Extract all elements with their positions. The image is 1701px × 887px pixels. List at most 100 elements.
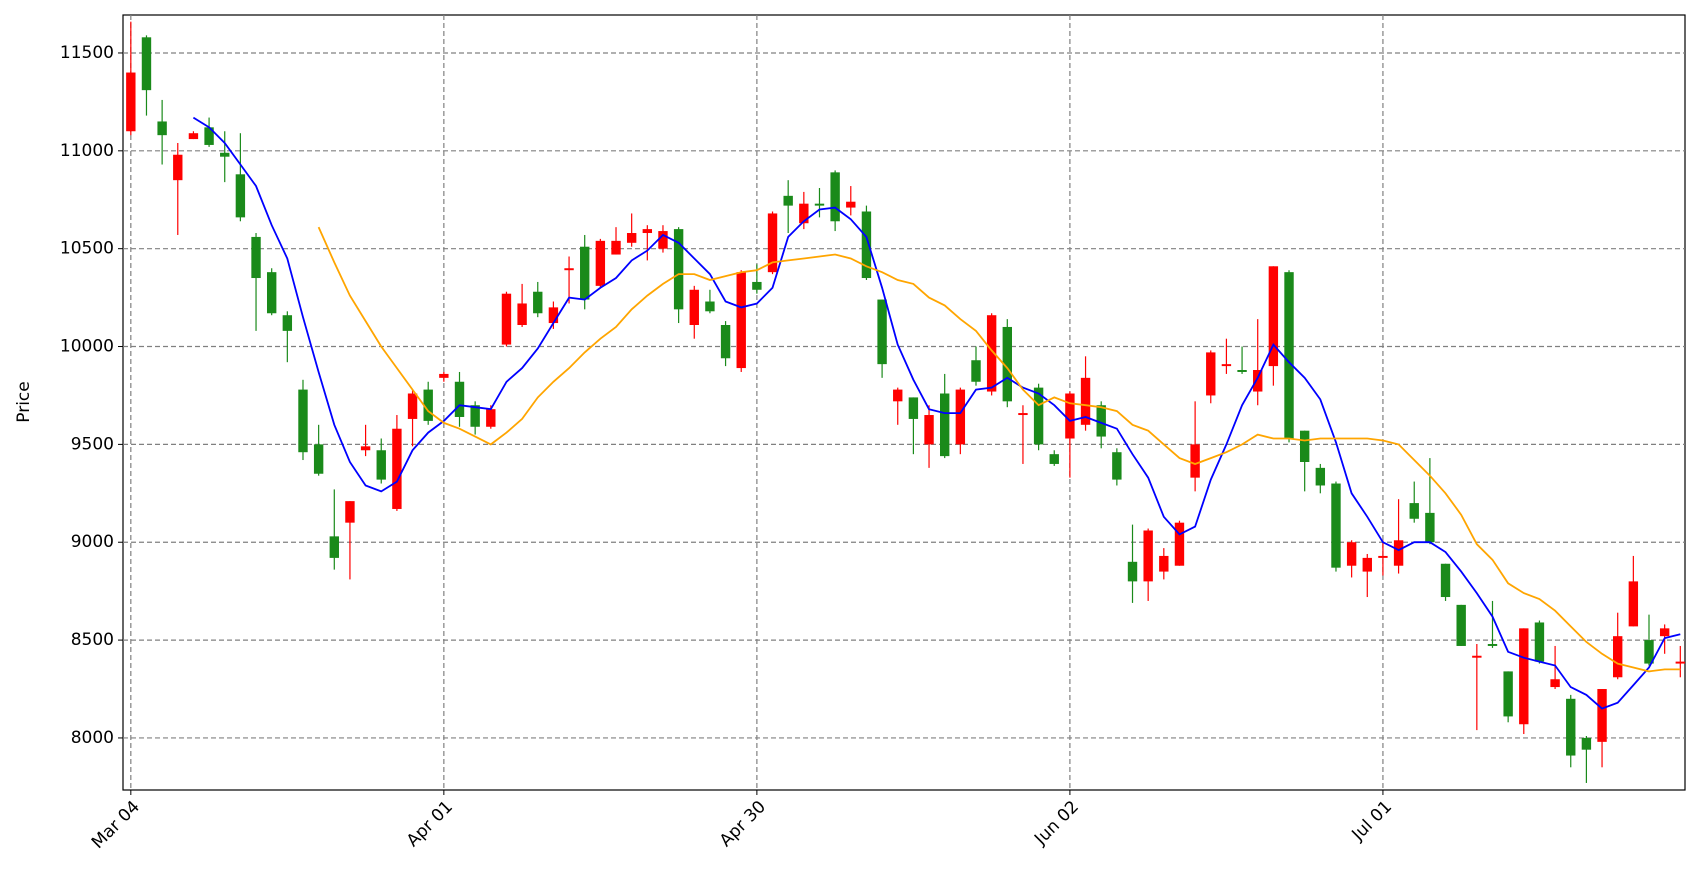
candle-body [814,203,825,206]
candle-body [1597,689,1607,742]
candle-body [1112,452,1122,480]
candle-body [877,299,887,365]
x-tick-label: Jul 01 [1348,797,1396,845]
y-axis-label: Price [14,381,34,422]
candle-body [220,152,230,157]
candle-body [658,231,668,249]
candle-body [157,121,167,136]
candle-body [893,389,903,402]
candle-body [846,201,856,208]
candle-body [1503,671,1513,717]
candle-body [1221,364,1232,367]
candle-body [1065,393,1075,439]
candle-body [1033,387,1044,445]
candle-body [533,291,543,314]
candle-body [439,373,449,378]
candle-body [376,450,386,480]
candle-body [626,233,637,243]
candle-body [1206,352,1216,396]
candle-body [1628,581,1639,627]
candle-body [1456,604,1466,646]
candle-body [689,289,699,325]
candle-body [1675,661,1685,664]
candle-body [1440,563,1451,598]
moving-average-line [192,116,1681,710]
candle-body [1018,413,1028,416]
moving-average-line [317,226,1681,673]
candle-body [282,315,293,331]
candle-body [955,389,966,445]
candle-body [173,154,183,181]
candle-body [392,428,402,509]
y-tick-label: 10000 [60,337,114,357]
candle-body [141,37,152,91]
candle-body [1331,483,1341,568]
candle-body [423,389,433,421]
candle-body [1644,640,1654,664]
y-tick-label: 8000 [71,728,114,748]
candle-body [204,127,214,145]
candle-body [1174,522,1185,566]
candle-body [971,360,981,382]
candle-body [470,405,480,427]
candle-body [799,203,809,224]
candle-body [1315,467,1326,486]
candle-body [830,172,840,222]
candle-body [1659,628,1670,637]
candle-body [736,272,746,369]
candle-body [188,133,199,140]
candle-body [1472,655,1482,658]
candle-body [1159,555,1169,572]
candle-body [1127,561,1138,582]
candle-body [1346,542,1357,566]
candle-body [611,240,621,255]
candle-body [580,246,590,300]
x-tick-label: Jun 02 [1030,797,1083,850]
candle-body [329,536,339,558]
candle-body [126,72,136,132]
candle-body [486,409,496,427]
candle-body [673,229,684,310]
candle-body [501,293,512,345]
candle-body [924,415,934,445]
candle-body [908,397,919,419]
candle-body [1613,636,1623,678]
candle-body [1362,557,1372,572]
candle-body [1393,540,1404,566]
candle-body [1519,628,1529,725]
candle-body [564,268,574,271]
candle-body [360,446,371,451]
x-tick-label: Apr 01 [403,797,457,851]
candle-body [595,240,606,286]
y-tick-label: 11000 [60,141,114,161]
candle-body [767,213,778,273]
y-tick-label: 9500 [71,434,114,454]
candle-body [1268,266,1279,367]
candle-body [454,381,465,417]
candle-body [642,229,653,234]
candle-body [1080,377,1091,425]
candle-body [1534,622,1545,662]
candle-body [986,315,997,392]
candle-body [1566,698,1576,756]
candle-body [298,389,308,453]
candle-body [720,325,731,359]
candle-body [1143,530,1153,582]
candle-body [1049,454,1059,464]
candle-body [705,301,715,312]
candle-body [1581,737,1592,750]
candle-body [1550,679,1560,688]
candle-body [861,211,872,279]
candle-body [1002,326,1012,402]
candle-body [1237,370,1247,372]
candle-body [1096,405,1106,437]
candle-body [313,444,324,474]
candle-body [345,501,355,523]
candle-body [1378,555,1388,558]
candle-body [752,281,762,290]
candle-body [1190,444,1200,478]
candle-body [235,174,246,218]
candle-body [1425,512,1435,543]
candle-body [1487,644,1498,646]
